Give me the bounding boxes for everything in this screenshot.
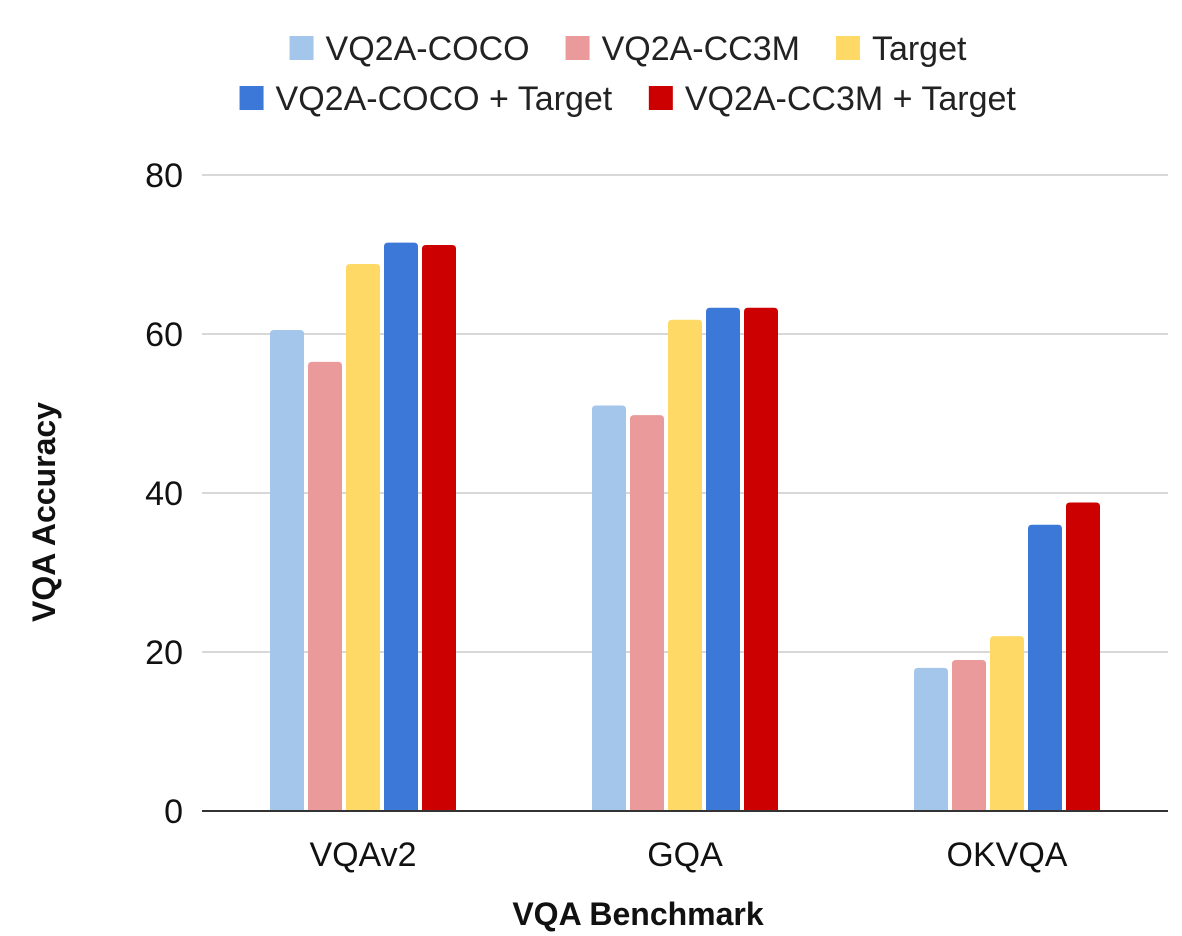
y-tick-label: 40 (145, 475, 183, 513)
x-axis-ticks: VQAv2 GQA OKVQA (309, 836, 1067, 874)
bar (592, 405, 626, 811)
legend-label: Target (872, 30, 967, 68)
bar (308, 361, 342, 811)
legend-label: VQ2A-COCO (326, 30, 530, 68)
bar (952, 659, 986, 811)
legend: VQ2A-COCO VQ2A-CC3M Target VQ2A-COCO + Targ… (239, 30, 1017, 118)
bar (914, 667, 948, 811)
legend-swatch (835, 36, 860, 60)
legend-label: VQ2A-CC3M (602, 30, 800, 68)
bar (422, 244, 456, 811)
y-tick-label: 20 (145, 634, 183, 672)
legend-swatch (648, 86, 673, 110)
y-tick-label: 0 (164, 793, 183, 831)
bar (744, 307, 778, 811)
bar (668, 319, 702, 811)
legend-swatch (289, 36, 314, 60)
y-axis-ticks: 0 20 40 60 80 (145, 157, 183, 831)
bar (1066, 502, 1100, 811)
y-tick-label: 80 (145, 157, 183, 195)
bars (270, 242, 1100, 811)
x-tick-label: GQA (647, 836, 723, 874)
bar (384, 242, 418, 811)
x-tick-label: VQAv2 (309, 836, 416, 874)
bar (630, 415, 664, 811)
x-tick-label: OKVQA (947, 836, 1068, 874)
legend-swatch (239, 86, 264, 110)
legend-label: VQ2A-COCO + Target (276, 80, 613, 118)
legend-label: VQ2A-CC3M + Target (685, 80, 1017, 118)
y-axis-title: VQA Accuracy (26, 402, 62, 622)
bar (1028, 524, 1062, 811)
bar (990, 636, 1024, 811)
y-tick-label: 60 (145, 316, 183, 354)
x-axis-title: VQA Benchmark (512, 896, 764, 932)
bar (270, 330, 304, 811)
legend-swatch (565, 36, 590, 60)
bar (346, 264, 380, 811)
bar (706, 307, 740, 811)
